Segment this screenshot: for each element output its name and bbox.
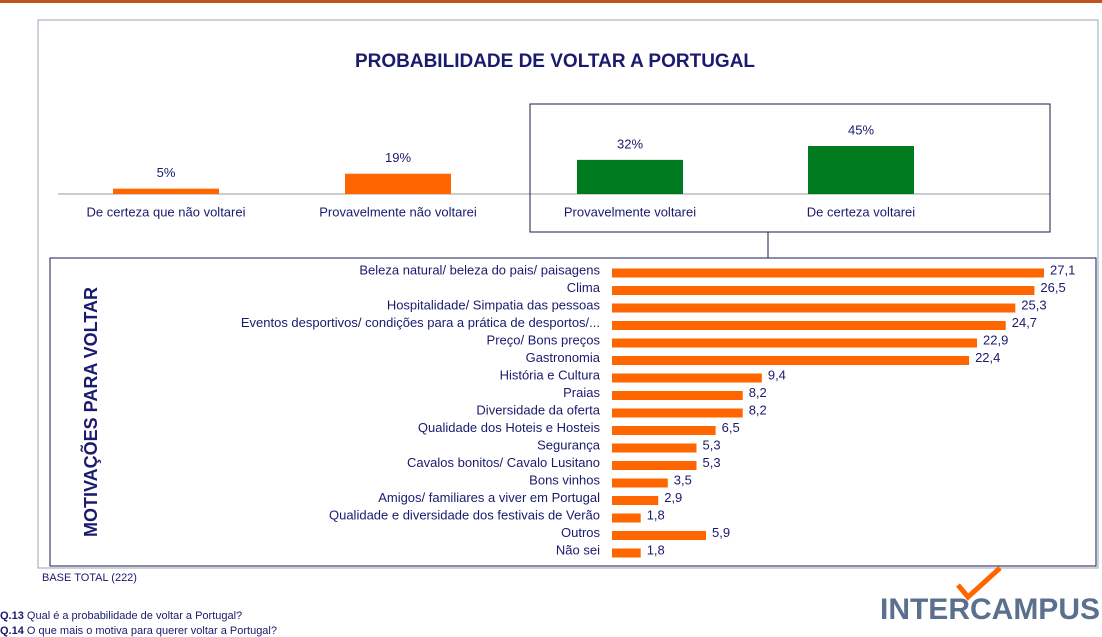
category-label: Amigos/ familiares a viver em Portugal: [378, 490, 600, 505]
category-label: Qualidade dos Hoteis e Hosteis: [418, 420, 601, 435]
bar: [612, 531, 707, 540]
category-label: Gastronomia: [526, 350, 601, 365]
value-label: 5,3: [702, 455, 720, 470]
category-label: De certeza voltarei: [807, 204, 915, 219]
question-1: Q.13 Qual é a probabilidade de voltar a …: [0, 610, 242, 622]
value-label: 8,2: [749, 402, 767, 417]
category-label: Diversidade da oferta: [476, 402, 600, 417]
top-rule: [0, 0, 1102, 3]
bar: [612, 321, 1006, 330]
value-label: 45%: [848, 122, 874, 137]
logo-check: [956, 566, 1002, 601]
category-label: De certeza que não voltarei: [87, 204, 246, 219]
bar: [612, 426, 716, 435]
bar: [612, 373, 762, 383]
value-label: 24,7: [1012, 315, 1037, 330]
y-axis-label: MOTIVAÇÕES PARA VOLTAR: [80, 287, 101, 537]
bar: [612, 513, 641, 523]
bar: [577, 159, 683, 194]
chart-title: PROBABILIDADE DE VOLTAR A PORTUGAL: [355, 51, 755, 72]
category-label: Eventos desportivos/ condições para a pr…: [241, 315, 600, 330]
category-label: Provavelmente não voltarei: [319, 204, 477, 219]
bar: [612, 548, 641, 558]
bar: [612, 391, 743, 400]
value-label: 32%: [617, 136, 643, 151]
value-label: 27,1: [1050, 262, 1075, 277]
outer-frame: [37, 19, 1099, 569]
category-label: Hospitalidade/ Simpatia das pessoas: [387, 297, 601, 312]
category-label: Segurança: [537, 437, 601, 452]
bar: [612, 443, 697, 453]
category-label: Provavelmente voltarei: [564, 204, 696, 219]
highlight-box: [529, 103, 1051, 233]
bar: [612, 338, 978, 348]
bar: [612, 496, 659, 505]
category-label: Outros: [561, 525, 601, 540]
bar: [612, 303, 1016, 313]
question-text: Qual é a probabilidade de voltar a Portu…: [24, 610, 242, 622]
value-label: 2,9: [664, 490, 682, 505]
bar: [345, 173, 451, 194]
bar: [612, 356, 970, 365]
bar: [612, 268, 1044, 278]
category-label: Praias: [563, 385, 600, 400]
category-label: Não sei: [556, 542, 600, 557]
bar: [808, 146, 914, 194]
question-text: O que mais o motiva para querer voltar a…: [24, 625, 277, 637]
value-label: 3,5: [674, 472, 692, 487]
value-label: 9,4: [768, 367, 786, 382]
value-label: 25,3: [1021, 297, 1046, 312]
value-label: 26,5: [1040, 280, 1065, 295]
bar: [612, 461, 697, 470]
category-label: História e Cultura: [500, 367, 601, 382]
category-label: Qualidade e diversidade dos festivais de…: [329, 507, 600, 522]
logo: INTERCAMPUS: [880, 593, 1100, 626]
category-label: Clima: [567, 280, 601, 295]
bar: [612, 478, 668, 488]
question-code: Q.13: [0, 610, 24, 622]
category-label: Bons vinhos: [529, 472, 600, 487]
value-label: 5%: [157, 165, 176, 180]
bar: [113, 188, 219, 194]
value-label: 1,8: [647, 507, 665, 522]
value-label: 22,4: [975, 350, 1000, 365]
value-label: 19%: [385, 150, 411, 165]
category-label: Cavalos bonitos/ Cavalo Lusitano: [407, 455, 600, 470]
value-label: 1,8: [647, 542, 665, 557]
value-label: 6,5: [722, 420, 740, 435]
question-2: Q.14 O que mais o motiva para querer vol…: [0, 625, 277, 637]
motivations-box: [49, 257, 1097, 567]
bar: [612, 408, 743, 418]
value-label: 5,3: [702, 437, 720, 452]
bar: [612, 286, 1035, 295]
value-label: 22,9: [983, 332, 1008, 347]
question-code: Q.14: [0, 625, 25, 637]
category-label: Beleza natural/ beleza do pais/ paisagen…: [359, 262, 600, 277]
category-label: Preço/ Bons preços: [487, 332, 601, 347]
value-label: 8,2: [749, 385, 767, 400]
value-label: 5,9: [712, 525, 730, 540]
base-note: BASE TOTAL (222): [42, 572, 137, 584]
